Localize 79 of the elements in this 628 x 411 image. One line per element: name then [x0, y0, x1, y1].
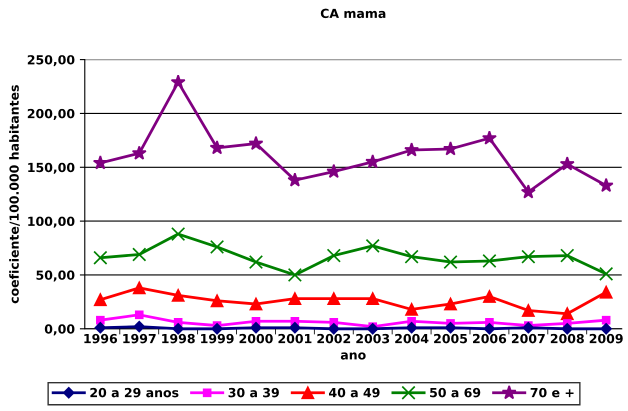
point	[598, 178, 614, 192]
x-tick-label: 1997	[123, 334, 156, 344]
legend-label: 30 a 39	[228, 388, 279, 398]
point	[560, 307, 574, 320]
point	[444, 322, 456, 334]
x-tick-label: 2005	[434, 334, 468, 344]
point	[93, 250, 108, 265]
point	[444, 298, 457, 310]
point	[326, 248, 341, 263]
point	[210, 140, 225, 154]
point	[92, 155, 108, 170]
point	[404, 250, 419, 264]
x-tick-label: 1996	[84, 334, 118, 344]
point	[94, 293, 107, 306]
point	[288, 292, 302, 306]
point	[134, 310, 144, 320]
point	[132, 281, 146, 294]
x-axis-title: ano	[340, 352, 366, 360]
legend-label: 20 a 29 anos	[90, 388, 178, 398]
point	[132, 247, 146, 262]
point	[210, 240, 224, 254]
x-tick-label: 2008	[550, 334, 584, 344]
x-tick-label: 2004	[395, 334, 428, 344]
point	[170, 74, 186, 89]
point	[406, 322, 418, 334]
x-tick-label: 2003	[356, 334, 390, 344]
y-tick-label: 250,00	[28, 55, 74, 66]
point	[250, 298, 262, 310]
point	[287, 172, 302, 187]
x-tick-label: 2009	[590, 334, 623, 344]
point	[405, 303, 418, 316]
point	[132, 146, 147, 160]
legend-label: 50 a 69	[430, 388, 480, 398]
legend-label: 40 a 49	[329, 388, 380, 398]
point	[210, 294, 224, 308]
point	[250, 322, 262, 334]
chart-title: CA mama	[320, 8, 386, 18]
point	[248, 254, 264, 270]
point	[288, 268, 302, 282]
point	[443, 141, 458, 156]
point	[366, 238, 380, 253]
x-tick-label: 2001	[278, 334, 312, 344]
point	[326, 164, 342, 178]
point	[443, 254, 458, 270]
point	[482, 130, 497, 145]
point	[172, 289, 185, 302]
legend-label: 70 e +	[530, 388, 574, 398]
point	[520, 184, 536, 198]
x-tick-label: 1998	[162, 334, 195, 344]
point	[404, 142, 420, 156]
point	[248, 136, 264, 150]
point	[599, 266, 614, 281]
y-tick-label: 150,00	[28, 162, 74, 174]
point	[602, 316, 610, 324]
point	[134, 320, 145, 332]
point	[171, 226, 186, 242]
point	[522, 304, 535, 317]
y-tick-label: 200,00	[28, 108, 74, 120]
x-tick-label: 2007	[512, 334, 545, 344]
point	[366, 292, 380, 306]
point	[600, 286, 613, 299]
point	[365, 154, 380, 168]
point	[560, 248, 574, 263]
point	[94, 322, 106, 334]
y-tick-label: 0,00	[44, 324, 74, 336]
x-tick-label: 1999	[201, 334, 234, 344]
point	[482, 254, 497, 268]
y-axis-title: coeficiente/100.000 habitantes	[9, 85, 20, 304]
y-tick-label: 100,00	[28, 216, 74, 228]
x-tick-label: 2000	[240, 334, 273, 344]
x-tick-label: 2006	[473, 334, 506, 344]
y-tick-label: 50,00	[36, 270, 74, 282]
point	[521, 250, 536, 264]
x-tick-label: 2002	[317, 334, 350, 344]
point	[560, 156, 575, 170]
point	[483, 290, 496, 303]
point	[327, 292, 340, 306]
point	[289, 322, 301, 334]
point	[522, 322, 534, 334]
